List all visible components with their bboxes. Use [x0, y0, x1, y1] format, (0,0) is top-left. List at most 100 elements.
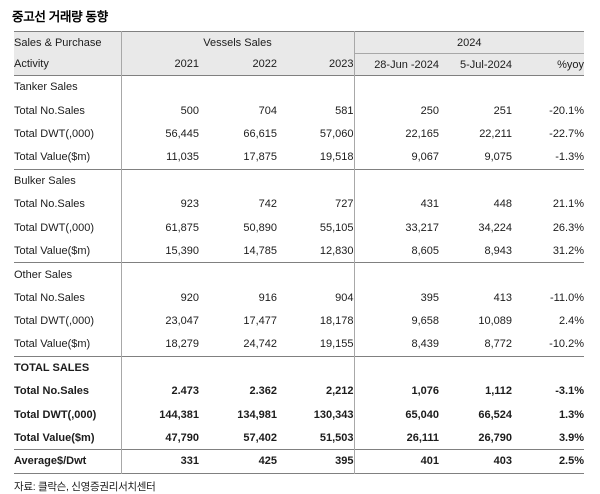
header-group-vessels-sales: Vessels Sales — [120, 31, 355, 54]
table-row: Total Value($m) 47,790 57,402 51,503 26,111 2… — [14, 426, 584, 450]
empty-cell — [512, 74, 585, 99]
empty-cell — [120, 74, 199, 99]
empty-cell — [277, 262, 355, 287]
cell-value: 250 — [353, 98, 440, 123]
section-title: TOTAL SALES — [14, 355, 121, 380]
cell-value: 55,105 — [319, 221, 354, 234]
row-label: Total No.Sales — [14, 198, 85, 211]
cell-value: 916 — [258, 291, 277, 304]
empty-cell — [199, 168, 277, 193]
empty-cell — [512, 355, 585, 380]
cell-value: 742 — [258, 198, 277, 211]
empty-cell — [199, 262, 277, 287]
section-title: Tanker Sales — [14, 74, 121, 99]
empty-cell — [439, 168, 513, 193]
cell-value: 22,211 — [479, 127, 513, 140]
header-year-2022: 2022 — [199, 53, 277, 76]
cell-value: 130,343 — [313, 408, 354, 421]
cell-value: 23,047 — [120, 309, 199, 333]
header-row-groups: Sales & Purchase Vessels Sales 2024 — [14, 31, 585, 54]
header-date-5jul: 5-Jul-2024 — [439, 53, 513, 76]
cell-value: 9,067 — [353, 145, 440, 170]
cell-value: 331 — [120, 449, 199, 474]
cell-value: 26.3% — [552, 221, 585, 234]
cell-value: 9,658 — [353, 309, 440, 333]
cell-value: -20.1% — [549, 104, 585, 117]
cell-value: 727 — [335, 198, 354, 211]
cell-value: 33,217 — [353, 215, 440, 240]
cell-value: 2.4% — [558, 315, 585, 328]
empty-cell — [439, 355, 513, 380]
cell-value: 8,772 — [484, 338, 513, 351]
cell-value: 17,477 — [243, 315, 277, 328]
row-label: Total No.Sales — [14, 385, 89, 398]
sales-purchase-table: Sales & Purchase Vessels Sales 2024 Acti… — [14, 31, 585, 474]
cell-value: 401 — [353, 449, 440, 474]
cell-value: 47,790 — [120, 426, 199, 450]
table-row: Total No.Sales 500 704 581 250 251 -20.1% — [14, 98, 585, 123]
row-label: Total Value($m) — [14, 244, 91, 257]
section-header-row: TOTAL SALES — [14, 355, 585, 380]
row-label: Average$/Dwt — [14, 449, 121, 474]
header-col1-line2: Activity — [14, 53, 121, 76]
cell-value: -22.7% — [549, 127, 585, 140]
cell-value: 2,212 — [325, 385, 354, 398]
cell-value: 920 — [120, 286, 199, 310]
cell-value: -10.2% — [549, 338, 585, 351]
empty-cell — [120, 168, 199, 193]
table-row: Total Value($m) 11,035 17,875 19,518 9,067 9,… — [14, 145, 584, 170]
empty-cell — [439, 262, 513, 287]
cell-value: 9,075 — [484, 151, 513, 164]
cell-value: -3.1% — [555, 385, 585, 398]
cell-value: 18,279 — [120, 332, 199, 357]
table-row: Total Value($m) 18,279 24,742 19,155 8,439 8,… — [14, 332, 585, 357]
cell-value: 26,790 — [478, 431, 513, 444]
row-label: Total Value($m) — [14, 431, 95, 444]
cell-value: 22,165 — [353, 122, 440, 146]
cell-value: 12,830 — [319, 244, 354, 257]
table-row: Total No.Sales 920 916 904 395 413 -11.0% — [14, 286, 585, 310]
header-row-columns: Activity 2021 2022 2023 28-Jun -2024 5-J… — [14, 53, 585, 76]
header-date-28jun: 28-Jun -2024 — [353, 53, 440, 76]
cell-value: 144,381 — [120, 402, 199, 427]
cell-value: 57,402 — [243, 431, 277, 444]
cell-value: 66,615 — [243, 127, 277, 140]
cell-value: 34,224 — [478, 221, 513, 234]
table-row: Total DWT(,000) 61,875 50,890 55,105 33,217 3… — [14, 215, 585, 240]
cell-value: 50,890 — [243, 221, 277, 234]
cell-value: 19,518 — [319, 151, 354, 164]
table-body: Tanker Sales Total No.Sales 500 704 581 250 25… — [14, 74, 585, 474]
cell-value: 31.2% — [552, 244, 585, 257]
cell-value: 18,178 — [319, 315, 354, 328]
cell-value: 923 — [120, 192, 199, 216]
empty-cell — [353, 355, 440, 380]
row-label: Total DWT(,000) — [14, 127, 95, 140]
header-year-2021: 2021 — [120, 53, 199, 76]
cell-value: 403 — [439, 449, 513, 474]
cell-value: 19,155 — [319, 338, 354, 351]
cell-value: 2.473 — [120, 379, 199, 403]
cell-value: 134,981 — [237, 408, 277, 421]
table-row: Total No.Sales 2.473 2.362 2,212 1,076 1,112 -… — [14, 379, 585, 403]
table-row: Total No.Sales 923 742 727 431 448 21.1% — [14, 192, 585, 216]
cell-value: 431 — [353, 192, 440, 216]
cell-value: 2.5% — [512, 449, 585, 474]
empty-cell — [512, 168, 585, 193]
cell-value: 21.1% — [552, 198, 585, 211]
cell-value: -11.0% — [549, 291, 585, 304]
empty-cell — [120, 355, 199, 380]
cell-value: 904 — [335, 291, 354, 304]
empty-cell — [353, 74, 440, 99]
cell-value: 51,503 — [319, 431, 354, 444]
cell-value: 581 — [335, 104, 354, 117]
cell-value: 413 — [493, 291, 513, 304]
header-yoy: %yoy — [512, 53, 585, 76]
empty-cell — [199, 74, 277, 99]
empty-cell — [277, 355, 355, 380]
header-year-2023: 2023 — [277, 53, 355, 76]
table-row: Total DWT(,000) 23,047 17,477 18,178 9,658 10… — [14, 309, 585, 333]
section-title: Other Sales — [14, 262, 121, 287]
empty-cell — [277, 74, 355, 99]
table-row: Total DWT(,000) 56,445 66,615 57,060 22,165 2… — [14, 122, 585, 146]
cell-value: 14,785 — [243, 244, 277, 257]
